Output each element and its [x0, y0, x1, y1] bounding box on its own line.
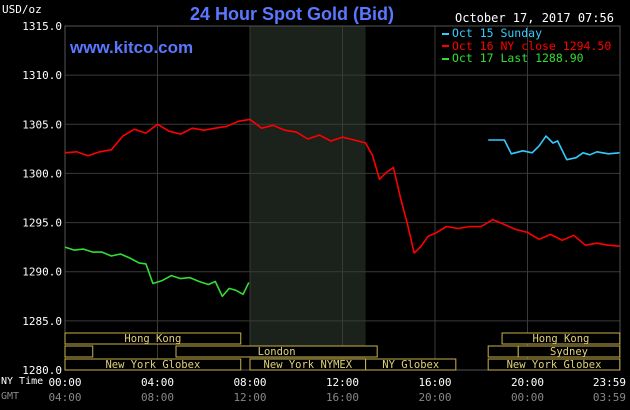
session-middle-label: Sydney [550, 346, 588, 358]
y-tick-label: 1290.0 [22, 266, 62, 279]
x-tick-label-gmt: 16:00 [326, 391, 359, 404]
x-tick-label-ny: 12:00 [326, 376, 359, 389]
y-tick-label: 1285.0 [22, 315, 62, 328]
session-lower-bar [487, 358, 621, 371]
x-tick-label-gmt: 00:00 [511, 391, 544, 404]
x-tick-label-ny: 20:00 [511, 376, 544, 389]
series-oct17-line [64, 246, 250, 298]
legend-item-oct16: Oct 16 NY close 1294.50 [442, 38, 612, 53]
y-tick-label: 1315.0 [22, 20, 62, 33]
session-lower-bar [64, 358, 242, 371]
session-upper-label: Hong Kong [532, 333, 589, 345]
session-lower-label: New York Globex [507, 359, 602, 371]
chart-legend: Oct 15 Sunday Oct 16 NY close 1294.50 Oc… [442, 27, 611, 65]
session-upper-bar [64, 332, 242, 345]
y-tick-label: 1305.0 [22, 118, 62, 131]
x-tick-label-ny: 08:00 [233, 376, 266, 389]
legend-label-oct16: Oct 16 NY close 1294.50 [452, 38, 612, 53]
x-tick-label-gmt: 08:00 [141, 391, 174, 404]
session-middle-bar [517, 345, 621, 358]
x-tick-label-ny: 23:59 [593, 376, 626, 389]
series-oct16-line [64, 118, 620, 254]
session-middle-bar [175, 345, 378, 358]
x-tick-label-gmt: 03:59 [593, 391, 626, 404]
x-tick-label-ny: 04:00 [141, 376, 174, 389]
legend-item-oct15: Oct 15 Sunday [442, 27, 611, 40]
legend-label-oct17: Oct 17 Last 1288.90 [452, 51, 584, 65]
legend-swatch-oct15 [442, 32, 449, 35]
session-middle-bar [487, 345, 519, 358]
session-middle-bar [64, 345, 94, 358]
x-tick-label-gmt: 12:00 [233, 391, 266, 404]
x-tick-label-ny: 00:00 [48, 376, 81, 389]
legend-item-oct17: Oct 17 Last 1288.90 [442, 52, 611, 65]
x-tick-label-gmt: 20:00 [418, 391, 451, 404]
y-tick-label: 1295.0 [22, 217, 62, 230]
y-tick-label: 1280.0 [22, 364, 62, 377]
legend-swatch-oct16 [442, 45, 449, 47]
source-watermark: www.kitco.com [70, 38, 194, 57]
session-lower-label: New York Globex [105, 359, 200, 371]
legend-swatch-oct17 [442, 57, 449, 60]
y-axis-unit-label: USD/oz [2, 3, 42, 16]
session-upper-label: Hong Kong [124, 333, 181, 345]
legend-label-oct15: Oct 15 Sunday [452, 26, 543, 40]
ny-time-label: NY Time [1, 376, 44, 387]
y-tick-label: 1310.0 [22, 69, 62, 82]
session-upper-bar [501, 332, 621, 345]
x-tick-label-ny: 16:00 [418, 376, 451, 389]
chart-title: 24 Hour Spot Gold (Bid) [190, 4, 394, 24]
gmt-label: GMT [1, 391, 20, 402]
session-lower-bar [365, 358, 457, 371]
x-tick-label-gmt: 04:00 [48, 391, 81, 404]
session-lower-label: New York NYMEX [264, 359, 353, 371]
y-tick-label: 1300.0 [22, 167, 62, 180]
chart-datetime: October 17, 2017 07:56 [455, 11, 614, 25]
session-middle-label: London [258, 346, 296, 358]
market-hours-shade [250, 26, 366, 370]
session-lower-label: NY Globex [382, 359, 439, 371]
series-oct15-line [488, 135, 620, 161]
